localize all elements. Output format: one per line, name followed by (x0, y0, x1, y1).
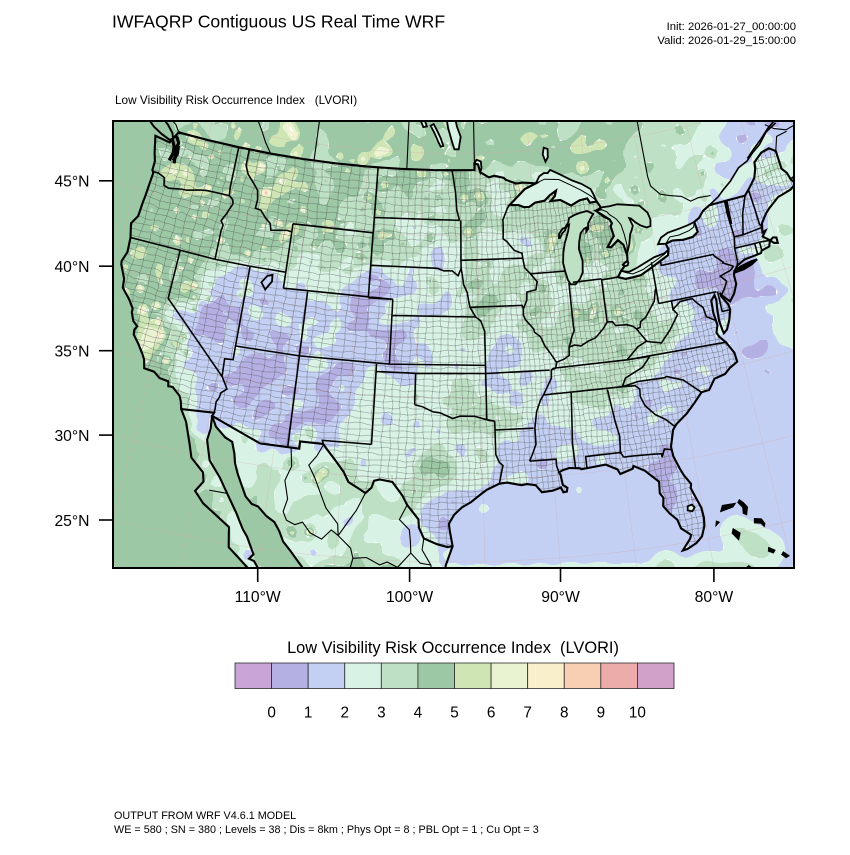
svg-text:35°N: 35°N (54, 344, 89, 361)
svg-text:100°W: 100°W (386, 589, 433, 606)
svg-text:40°N: 40°N (54, 259, 89, 276)
svg-text:9: 9 (597, 705, 606, 722)
svg-text:1: 1 (304, 705, 313, 722)
svg-text:30°N: 30°N (54, 428, 89, 445)
svg-text:90°W: 90°W (541, 589, 580, 606)
svg-text:4: 4 (414, 705, 423, 722)
svg-text:0: 0 (267, 705, 276, 722)
svg-text:7: 7 (523, 705, 532, 722)
svg-text:Valid: 2026-01-29_15:00:00: Valid: 2026-01-29_15:00:00 (657, 35, 796, 47)
svg-text:2: 2 (340, 705, 349, 722)
svg-text:6: 6 (487, 705, 496, 722)
svg-text:8: 8 (560, 705, 569, 722)
svg-text:WE = 580 ; SN = 380 ; Levels =: WE = 580 ; SN = 380 ; Levels = 38 ; Dis … (114, 824, 539, 836)
svg-text:IWFAQRP Contiguous US Real Tim: IWFAQRP Contiguous US Real Time WRF (112, 12, 445, 32)
svg-text:3: 3 (377, 705, 386, 722)
svg-text:80°W: 80°W (695, 589, 734, 606)
svg-text:OUTPUT FROM WRF V4.6.1 MODEL: OUTPUT FROM WRF V4.6.1 MODEL (114, 810, 296, 822)
svg-text:45°N: 45°N (54, 174, 89, 191)
svg-text:5: 5 (450, 705, 459, 722)
svg-text:Low Visibility Risk Occurrence: Low Visibility Risk Occurrence Index (LV… (115, 93, 357, 107)
svg-text:25°N: 25°N (54, 513, 89, 530)
svg-text:Low Visibility Risk Occurrence: Low Visibility Risk Occurrence Index (LV… (287, 639, 619, 657)
svg-text:110°W: 110°W (235, 589, 281, 606)
svg-text:10: 10 (629, 705, 646, 722)
svg-text:Init: 2026-01-27_00:00:00: Init: 2026-01-27_00:00:00 (667, 21, 796, 33)
